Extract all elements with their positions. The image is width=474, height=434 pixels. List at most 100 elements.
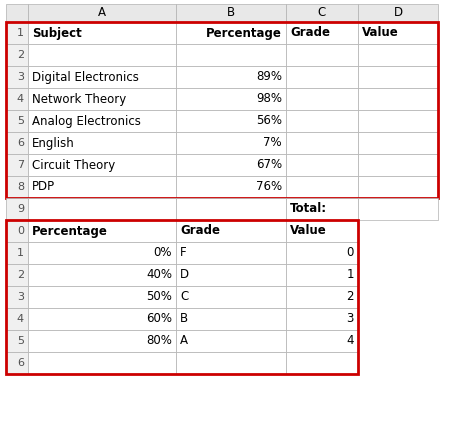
Text: 67%: 67% (256, 158, 282, 171)
Bar (28, 308, 176, 330)
Bar (28, 220, 176, 242)
Bar (286, 176, 358, 198)
Text: 1: 1 (17, 248, 24, 258)
Bar (6, 176, 28, 198)
Bar (176, 198, 286, 220)
Bar (6, 154, 28, 176)
Bar (176, 242, 286, 264)
Text: C: C (318, 7, 326, 20)
Bar (286, 132, 358, 154)
Bar (286, 198, 358, 220)
Bar (28, 242, 176, 264)
Bar (176, 88, 286, 110)
Bar (286, 264, 358, 286)
Text: Value: Value (362, 26, 399, 39)
Text: Network Theory: Network Theory (32, 92, 126, 105)
Bar (358, 154, 438, 176)
Text: 50%: 50% (146, 290, 172, 303)
Bar (176, 330, 286, 352)
Text: 76%: 76% (256, 181, 282, 194)
Text: F: F (180, 247, 187, 260)
Text: A: A (98, 7, 106, 20)
Bar (176, 132, 286, 154)
Bar (28, 22, 176, 44)
Bar (6, 22, 438, 198)
Text: 1: 1 (346, 269, 354, 282)
Text: Circuit Theory: Circuit Theory (32, 158, 115, 171)
Bar (286, 220, 358, 242)
Text: 7: 7 (17, 160, 24, 170)
Text: 3: 3 (17, 292, 24, 302)
Bar (28, 4, 176, 22)
Text: 3: 3 (346, 312, 354, 326)
Bar (286, 88, 358, 110)
Bar (286, 330, 358, 352)
Text: Grade: Grade (180, 224, 220, 237)
Text: 6: 6 (17, 138, 24, 148)
Text: Percentage: Percentage (206, 26, 282, 39)
Text: 89%: 89% (256, 70, 282, 83)
Text: C: C (180, 290, 188, 303)
Bar (176, 154, 286, 176)
Text: 56%: 56% (256, 115, 282, 128)
Bar (358, 44, 438, 66)
Text: A: A (180, 335, 188, 348)
Bar (28, 176, 176, 198)
Bar (28, 198, 176, 220)
Bar (286, 154, 358, 176)
Bar (28, 44, 176, 66)
Bar (176, 66, 286, 88)
Bar (28, 352, 176, 374)
Bar (286, 4, 358, 22)
Text: 5: 5 (17, 336, 24, 346)
Text: B: B (227, 7, 235, 20)
Text: 4: 4 (346, 335, 354, 348)
Bar (6, 264, 28, 286)
Text: Percentage: Percentage (32, 224, 108, 237)
Text: D: D (180, 269, 189, 282)
Bar (6, 66, 28, 88)
Bar (358, 132, 438, 154)
Text: 7%: 7% (264, 137, 282, 149)
Text: 2: 2 (346, 290, 354, 303)
Bar (6, 22, 28, 44)
Text: Grade: Grade (290, 26, 330, 39)
Text: 60%: 60% (146, 312, 172, 326)
Text: Analog Electronics: Analog Electronics (32, 115, 141, 128)
Text: 4: 4 (17, 94, 24, 104)
Text: Value: Value (290, 224, 327, 237)
Bar (28, 110, 176, 132)
Text: D: D (393, 7, 402, 20)
Bar (176, 220, 286, 242)
Bar (6, 352, 28, 374)
Bar (176, 4, 286, 22)
Bar (6, 330, 28, 352)
Bar (176, 22, 286, 44)
Text: Total:: Total: (290, 203, 327, 216)
Bar (6, 308, 28, 330)
Bar (176, 176, 286, 198)
Bar (6, 220, 358, 374)
Bar (286, 352, 358, 374)
Bar (358, 4, 438, 22)
Text: 2: 2 (17, 270, 24, 280)
Bar (6, 286, 28, 308)
Text: 5: 5 (17, 116, 24, 126)
Text: 80%: 80% (146, 335, 172, 348)
Text: 40%: 40% (146, 269, 172, 282)
Bar (176, 286, 286, 308)
Bar (286, 22, 358, 44)
Text: 3: 3 (17, 72, 24, 82)
Bar (176, 264, 286, 286)
Text: 2: 2 (17, 50, 24, 60)
Text: Subject: Subject (32, 26, 82, 39)
Text: 0%: 0% (154, 247, 172, 260)
Bar (28, 88, 176, 110)
Bar (6, 198, 28, 220)
Bar (358, 110, 438, 132)
Text: 8: 8 (17, 182, 24, 192)
Bar (358, 22, 438, 44)
Bar (6, 242, 28, 264)
Text: English: English (32, 137, 75, 149)
Text: 98%: 98% (256, 92, 282, 105)
